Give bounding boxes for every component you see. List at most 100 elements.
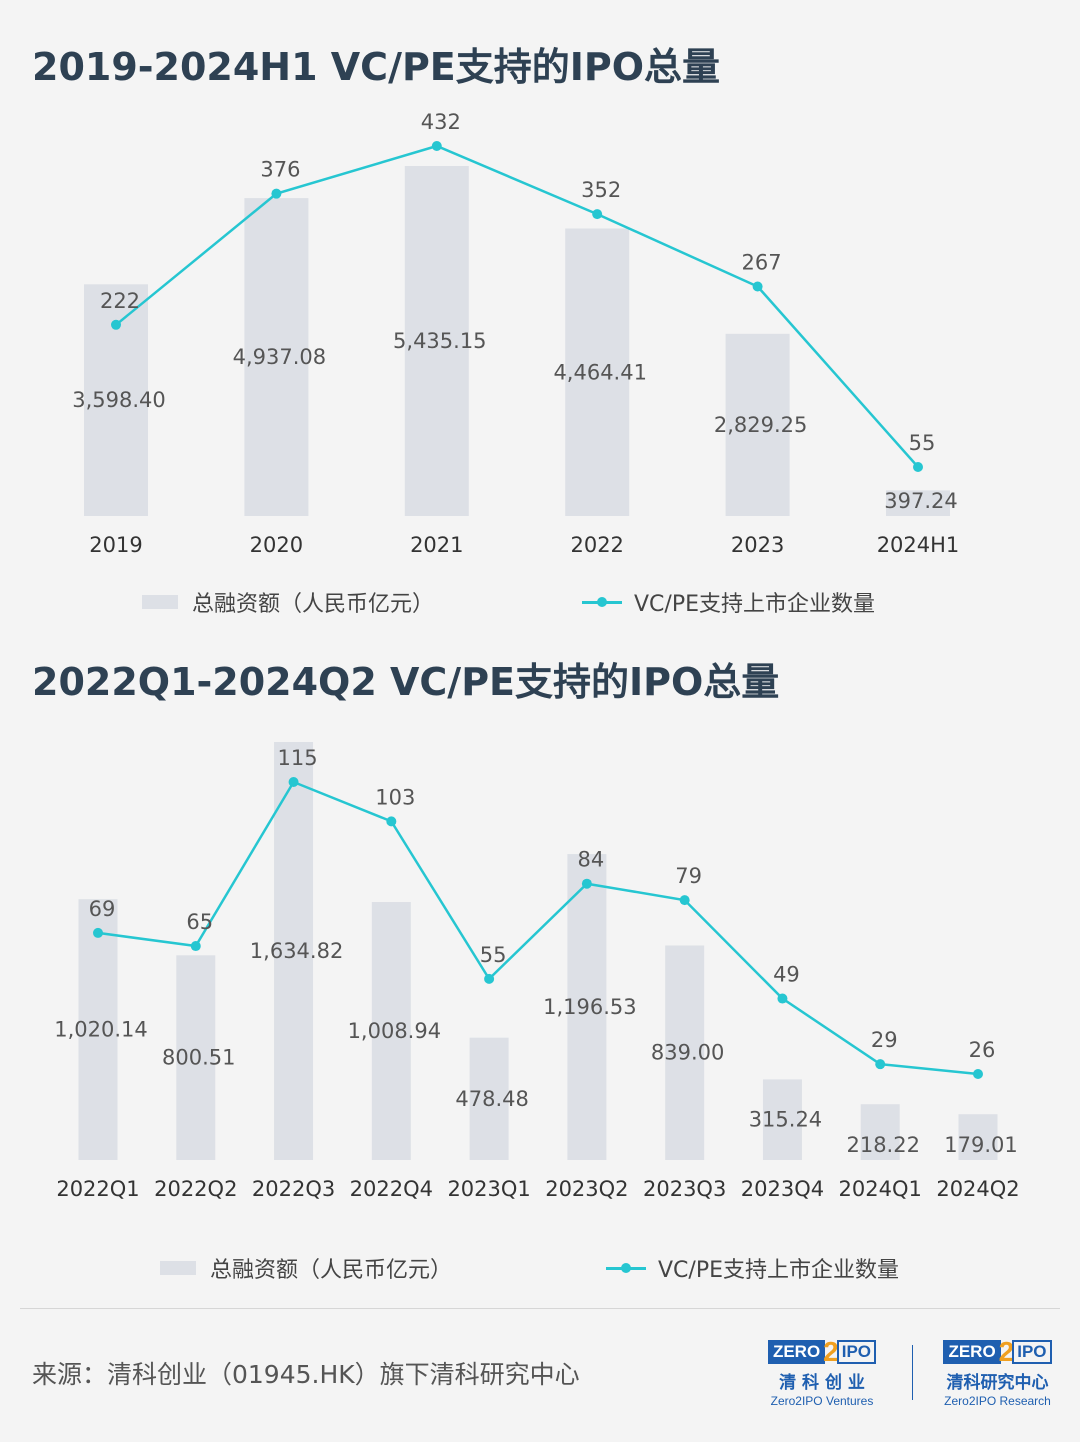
count-label: 352 — [581, 178, 621, 202]
bar-value-label: 218.22 — [846, 1133, 919, 1157]
x-tick-label: 2023Q4 — [741, 1177, 824, 1201]
logo-left-text: ZERO — [767, 1340, 826, 1364]
x-tick-label: 2023 — [731, 533, 784, 557]
x-tick-label: 2023Q3 — [643, 1177, 726, 1201]
count-point — [777, 993, 788, 1004]
bar — [371, 902, 411, 1160]
count-label: 26 — [969, 1038, 996, 1062]
logo-mid-text: 2 — [823, 1336, 839, 1367]
x-tick-label: 2021 — [410, 533, 463, 557]
legend-bar-swatch — [142, 595, 178, 609]
chart1-title: 2019-2024H1 VC/PE支持的IPO总量 — [32, 45, 721, 89]
bar — [274, 742, 314, 1160]
bar-value-label: 1,008.94 — [348, 1019, 442, 1043]
x-tick-label: 2023Q1 — [447, 1177, 530, 1201]
legend-line-label: VC/PE支持上市企业数量 — [634, 592, 875, 617]
chart1-plot: 3,598.40 2019 4,937.08 2020 5,435.15 2021 4,46… — [72, 110, 959, 557]
logo-separator — [912, 1345, 913, 1400]
count-point — [288, 777, 299, 787]
zero2ipo-research-logo: ZERO 2 IPO 清科研究中心 Zero2IPO Research — [930, 1338, 1065, 1408]
count-label: 79 — [675, 864, 702, 888]
count-label: 222 — [100, 289, 140, 313]
bar-value-label: 1,634.82 — [250, 939, 344, 963]
count-label: 432 — [421, 110, 461, 134]
x-tick-label: 2022 — [570, 533, 623, 557]
bar — [565, 228, 630, 517]
logo-cn-text: 清科研究中心 — [946, 1373, 1049, 1393]
bar — [665, 945, 705, 1160]
count-point — [581, 878, 592, 889]
count-point — [271, 188, 282, 199]
x-tick-label: 2024Q1 — [839, 1177, 922, 1201]
count-label: 29 — [871, 1028, 898, 1052]
count-label: 267 — [742, 250, 782, 274]
legend-bar-swatch — [160, 1261, 196, 1275]
bar — [176, 955, 216, 1160]
x-tick-label: 2023Q2 — [545, 1177, 628, 1201]
count-label: 55 — [480, 943, 507, 967]
chart2-title: 2022Q1-2024Q2 VC/PE支持的IPO总量 — [32, 660, 780, 704]
x-tick-label: 2022Q2 — [154, 1177, 237, 1201]
count-label: 49 — [773, 963, 800, 987]
footer-divider — [20, 1308, 1060, 1309]
count-point — [752, 281, 763, 292]
logo-en-text: Zero2IPO Research — [944, 1394, 1051, 1408]
legend-bar-label: 总融资额（人民币亿元） — [210, 1258, 453, 1283]
count-point — [93, 927, 103, 938]
x-tick-label: 2022Q4 — [350, 1177, 433, 1201]
bar-value-label: 800.51 — [162, 1046, 235, 1070]
bar-value-label: 4,464.41 — [553, 360, 647, 384]
bar-value-label: 3,598.40 — [72, 388, 166, 412]
count-label: 65 — [186, 910, 213, 934]
count-label: 376 — [260, 158, 300, 182]
logo-right-text: IPO — [1012, 1340, 1052, 1364]
count-label: 103 — [375, 785, 415, 809]
chart2-legend-bar: 总融资额（人民币亿元） — [160, 1252, 452, 1284]
count-label: 84 — [578, 848, 605, 872]
count-point — [875, 1059, 886, 1070]
source-text: 来源：清科创业（01945.HK）旗下清科研究中心 — [32, 1360, 580, 1389]
count-label: 69 — [89, 897, 116, 921]
legend-line-swatch — [582, 595, 622, 609]
count-line — [97, 780, 979, 1076]
bar — [725, 333, 790, 516]
chart1-legend-bar: 总融资额（人民币亿元） — [142, 586, 434, 618]
bar-value-label: 5,435.15 — [393, 329, 487, 353]
bar — [244, 198, 309, 516]
x-tick-label: 2024Q2 — [936, 1177, 1019, 1201]
count-point — [913, 462, 923, 472]
legend-line-swatch — [606, 1261, 646, 1275]
logo-cn-text: 清 科 创 业 — [779, 1373, 865, 1393]
count-point — [190, 941, 201, 952]
bar-value-label: 315.24 — [749, 1108, 822, 1132]
count-line — [115, 144, 919, 468]
bar — [762, 1079, 802, 1160]
count-point — [386, 816, 397, 827]
count-point — [592, 209, 603, 220]
bar-value-label: 179.01 — [944, 1133, 1017, 1157]
logo-en-text: Zero2IPO Ventures — [770, 1394, 874, 1408]
bar-value-label: 478.48 — [455, 1087, 528, 1111]
zero2ipo-ventures-logo: ZERO 2 IPO 清 科 创 业 Zero2IPO Ventures — [752, 1336, 892, 1408]
count-point — [431, 141, 442, 151]
bar-value-label: 2,829.25 — [714, 413, 808, 437]
bar-value-label: 397.24 — [884, 489, 957, 513]
bar — [404, 166, 469, 516]
bar-value-label: 4,937.08 — [233, 345, 327, 369]
bar — [886, 490, 950, 516]
bar — [78, 899, 118, 1160]
logo-right-text: IPO — [836, 1340, 877, 1364]
chart2-legend-line: VC/PE支持上市企业数量 — [606, 1252, 899, 1284]
logo-left-text: ZERO — [943, 1340, 1001, 1364]
bar-value-label: 839.00 — [651, 1041, 724, 1065]
x-tick-label: 2022Q3 — [252, 1177, 335, 1201]
bar-value-label: 1,020.14 — [54, 1018, 148, 1042]
chart1-legend-line: VC/PE支持上市企业数量 — [582, 586, 875, 618]
x-tick-label: 2022Q1 — [56, 1177, 139, 1201]
count-label: 115 — [278, 746, 318, 770]
x-tick-label: 2019 — [89, 533, 142, 557]
x-tick-label: 2020 — [250, 533, 303, 557]
bar — [958, 1114, 998, 1160]
bar-value-label: 1,196.53 — [543, 995, 637, 1019]
count-point — [484, 973, 495, 984]
